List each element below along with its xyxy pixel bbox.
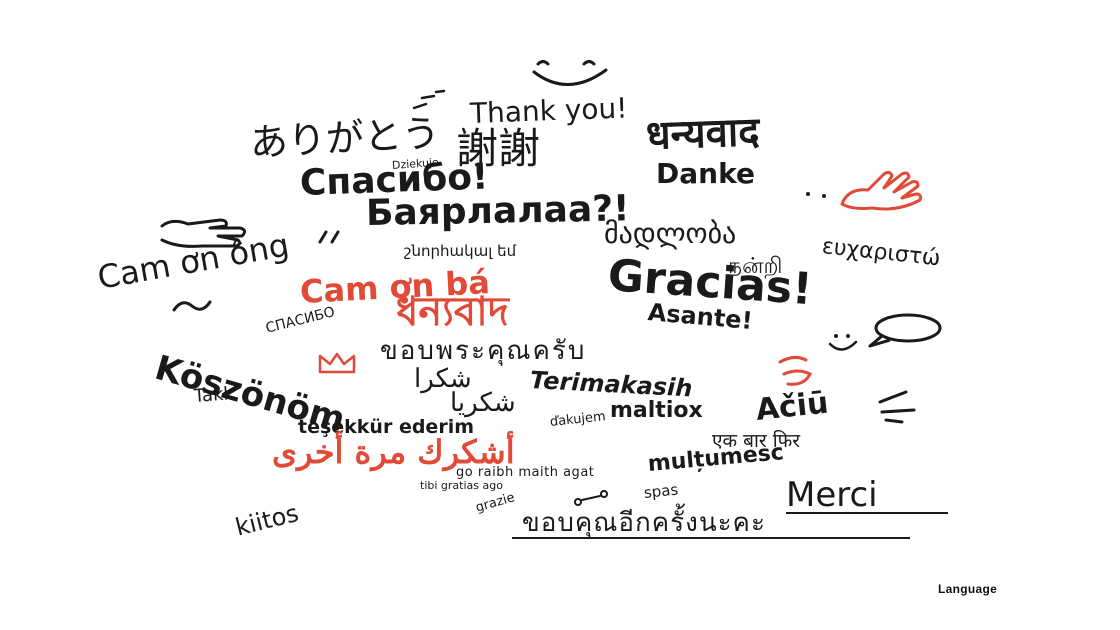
word-shukran: شكرا xyxy=(414,364,472,394)
word-arigatou: ありがとう xyxy=(248,111,441,165)
waving-hand-icon xyxy=(158,210,250,250)
word-shukriya: شكريا xyxy=(450,388,516,418)
word-aciu: Ačiū xyxy=(754,385,831,428)
dots-icon xyxy=(802,186,842,200)
word-asante: Asante! xyxy=(646,298,754,336)
speech-bubble-icon xyxy=(862,312,946,354)
word-thai-khop-khun: ขอบพระคุณครับ xyxy=(380,336,587,366)
word-armenian: շնորհակալ եմ xyxy=(404,242,517,260)
word-dhanyavaad-hindi: धन्यवाद xyxy=(645,109,761,159)
emphasis-lines-icon xyxy=(412,89,452,114)
word-takk: Takk xyxy=(193,383,235,407)
word-merci: Merci xyxy=(786,475,878,515)
smile-small-icon xyxy=(826,330,862,356)
heart-doodle-icon xyxy=(776,352,832,392)
word-bengali: ধন্যবাদ xyxy=(396,289,509,335)
word-tamil: நன்றி xyxy=(728,254,783,279)
word-hindi-again: एक बार फिर xyxy=(712,430,801,452)
word-thank-you: Thank you! xyxy=(469,91,629,130)
thai-underline xyxy=(512,537,910,539)
emphasis-lines-icon xyxy=(876,388,922,424)
word-bayarlalaa: Баярлалаа?! xyxy=(365,188,630,234)
word-dakujem: ďakujem xyxy=(549,409,607,430)
image-caption: Language xyxy=(938,582,998,596)
tilde-icon xyxy=(170,296,214,316)
word-spas: spas xyxy=(643,480,680,502)
word-kiitos: kiitos xyxy=(232,498,302,542)
crown-icon xyxy=(316,350,358,376)
word-tesekkur: teşekkür ederim xyxy=(298,416,475,438)
quote-mark-icon xyxy=(316,228,344,246)
word-arabic-again: أشكرك مرة أخرى xyxy=(272,433,515,471)
word-xiexie: 謝謝 xyxy=(456,124,541,173)
waving-hand-icon xyxy=(838,168,928,212)
word-danke: Danke xyxy=(656,157,755,190)
percent-doodle-icon xyxy=(572,486,612,508)
word-terimakasih: Terimakasih xyxy=(529,366,694,403)
word-grazie: grazie xyxy=(473,490,517,516)
word-multumesc: mulțumesc xyxy=(646,440,785,477)
smile-face-icon xyxy=(530,58,610,90)
word-irish: go raibh maith agat xyxy=(456,465,595,480)
word-greek: ευχαριστώ xyxy=(820,234,942,272)
word-thai-again: ขอบคุณอีกครั้งนะคะ xyxy=(522,508,766,538)
word-maltiox: maltiox xyxy=(610,398,703,423)
merci-underline xyxy=(786,512,948,514)
word-latin: tibi gratias ago xyxy=(420,479,503,492)
word-madloba: მადლობა xyxy=(604,217,737,250)
